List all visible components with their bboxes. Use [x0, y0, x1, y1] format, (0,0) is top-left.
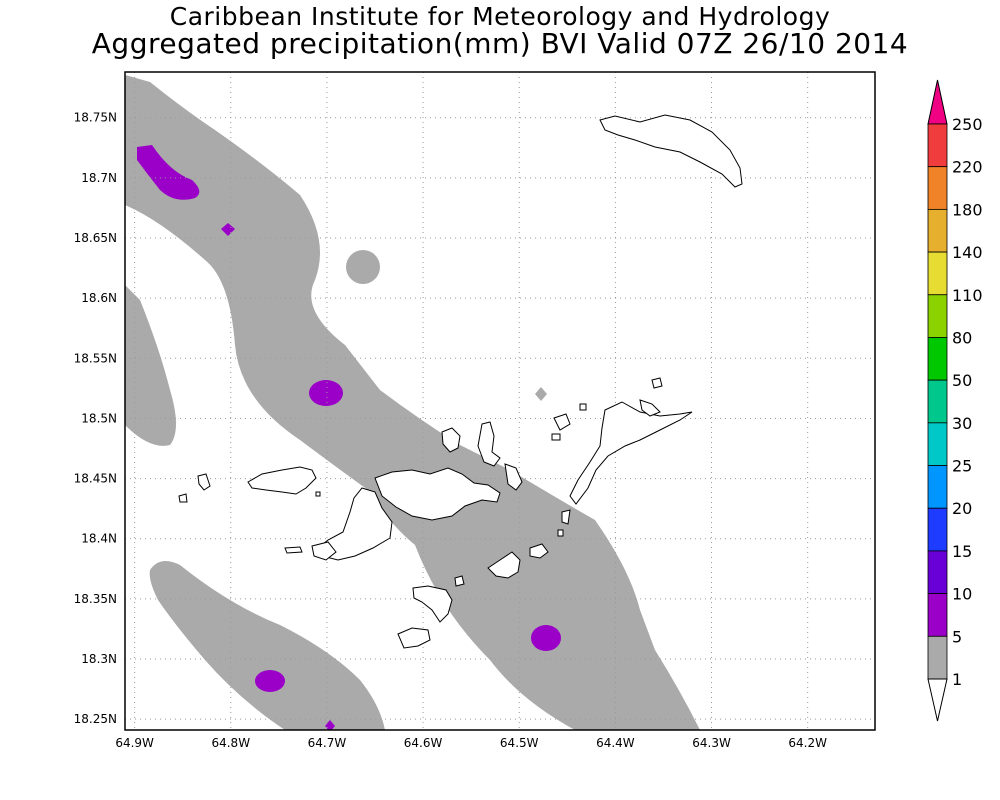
colorbar-box: [927, 166, 948, 210]
plot-frame: [124, 71, 876, 731]
colorbar-label: 30: [952, 414, 972, 433]
island-virgin-gorda: [569, 401, 693, 505]
island-thatch: [284, 546, 303, 554]
axis-labels: 64.9W 64.8W 64.7W 64.6W 64.5W 64.4W 64.3W 64.2W…: [74, 111, 827, 750]
y-tick-label: 18.5N: [81, 411, 117, 425]
x-tick-label: 64.9W: [115, 736, 154, 750]
y-tick-label: 18.3N: [81, 652, 117, 666]
island-st-thomas: [247, 466, 317, 495]
island-norman: [487, 551, 521, 579]
colorbar-box: [927, 422, 948, 466]
colorbar-label: 250: [952, 115, 983, 134]
x-tick-label: 64.5W: [500, 736, 539, 750]
x-tick-label: 64.8W: [211, 736, 250, 750]
colorbar-box: [927, 507, 948, 552]
chart-title-line2: Aggregated precipitation(mm) BVI Valid 0…: [91, 27, 909, 60]
colorbar-box: [927, 635, 948, 680]
precip-core-edge: [325, 720, 335, 730]
colorbar-label: 20: [952, 499, 972, 518]
precip-band-south: [149, 561, 385, 730]
y-tick-label: 18.65N: [74, 231, 117, 245]
island-jost-van-dyke: [441, 427, 461, 453]
precip-band-west: [125, 285, 176, 446]
colorbar-box: [927, 465, 948, 509]
x-tick-label: 64.6W: [404, 736, 443, 750]
precip-band-main: [125, 75, 700, 730]
precip-core-south: [255, 670, 285, 692]
precip-5-10mm-layer: [137, 145, 561, 730]
island-salt: [397, 627, 431, 649]
island-guana: [477, 421, 501, 467]
colorbar-box: [927, 337, 948, 381]
island-small-east-3: [551, 433, 561, 441]
island-mosquito: [651, 377, 663, 389]
colorbar-label: 10: [952, 585, 972, 604]
colorbar-box: [927, 251, 948, 296]
colorbar-label: 5: [952, 627, 962, 646]
island-scrub: [553, 413, 571, 431]
colorbar-label: 110: [952, 286, 983, 305]
y-tick-label: 18.45N: [74, 472, 117, 486]
colorbar: 250 220 180 140 110 80 50 30 25 20 15 10 5 1: [927, 79, 983, 722]
colorbar-arrow-bottom: [927, 678, 948, 722]
precip-core-east: [531, 625, 561, 651]
precip-core-center: [309, 380, 343, 406]
grid-lines: [125, 72, 875, 730]
island-st-john: [317, 487, 393, 561]
colorbar-box: [927, 550, 948, 595]
precip-core-nw: [137, 145, 200, 200]
y-tick-label: 18.35N: [74, 592, 117, 606]
island-hans-lollik: [311, 541, 337, 561]
y-tick-label: 18.75N: [74, 111, 117, 125]
y-tick-label: 18.4N: [81, 532, 117, 546]
x-tick-label: 64.7W: [308, 736, 347, 750]
colorbar-box: [927, 379, 948, 424]
colorbar-label: 180: [952, 200, 983, 219]
precip-diamond: [535, 387, 547, 401]
island-small-east-5: [315, 491, 321, 497]
x-tick-label: 64.2W: [788, 736, 827, 750]
y-tick-label: 18.6N: [81, 291, 117, 305]
precip-1-5mm-layer: [125, 75, 700, 730]
island-anegada: [599, 114, 743, 188]
y-tick-label: 18.7N: [81, 171, 117, 185]
island-tortola: [374, 467, 501, 521]
island-small-east-2: [579, 403, 587, 411]
colorbar-box: [927, 123, 948, 168]
x-tick-label: 64.4W: [596, 736, 635, 750]
island-small-east-1: [561, 509, 571, 525]
island-peter: [412, 585, 453, 623]
colorbar-label: 50: [952, 371, 972, 390]
chart-title-line1: Caribbean Institute for Meteorology and …: [169, 2, 831, 31]
island-small-east-4: [454, 575, 465, 587]
y-tick-label: 18.55N: [74, 351, 117, 365]
colorbar-label: 140: [952, 243, 983, 262]
precip-blob: [346, 250, 380, 284]
colorbar-box: [927, 593, 948, 637]
island-small-east-6: [557, 529, 564, 537]
island-small-west-2: [178, 493, 188, 503]
colorbar-label: 25: [952, 457, 972, 476]
colorbar-label: 220: [952, 158, 983, 177]
island-small-west-1: [197, 473, 211, 491]
island-beef: [504, 463, 523, 491]
colorbar-label: 1: [952, 670, 962, 689]
y-tick-label: 18.25N: [74, 712, 117, 726]
island-great-dog: [639, 399, 661, 417]
precip-core-dot: [221, 223, 235, 236]
islands-layer: [178, 114, 743, 649]
colorbar-box: [927, 208, 948, 253]
x-tick-label: 64.3W: [692, 736, 731, 750]
island-cooper: [529, 543, 549, 559]
colorbar-box: [927, 294, 948, 338]
colorbar-arrow-top: [927, 79, 948, 125]
colorbar-label: 80: [952, 328, 972, 347]
colorbar-label: 15: [952, 542, 972, 561]
